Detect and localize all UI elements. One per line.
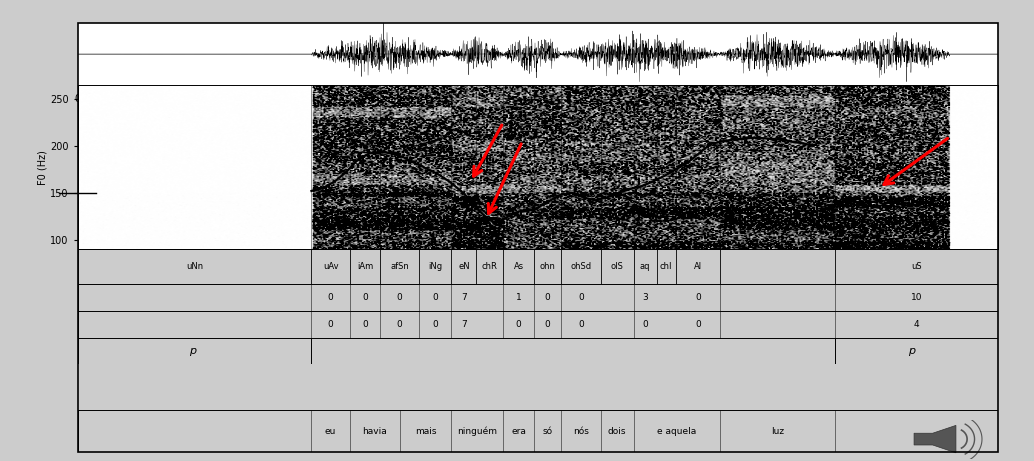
- Text: 0: 0: [578, 293, 583, 302]
- Text: ninguém: ninguém: [457, 426, 497, 436]
- Text: mais: mais: [415, 426, 436, 436]
- Text: 0: 0: [432, 320, 438, 329]
- Text: As: As: [514, 262, 523, 271]
- Y-axis label: F0 (Hz): F0 (Hz): [37, 150, 48, 184]
- Text: 0: 0: [544, 293, 550, 302]
- Text: uS: uS: [911, 262, 921, 271]
- Text: 0: 0: [362, 320, 368, 329]
- Text: 0: 0: [397, 293, 402, 302]
- Text: oIS: oIS: [611, 262, 624, 271]
- Text: p: p: [908, 346, 915, 356]
- Text: 0: 0: [328, 293, 334, 302]
- Text: Al: Al: [694, 262, 702, 271]
- Text: 7: 7: [461, 320, 466, 329]
- Text: uNn: uNn: [186, 262, 203, 271]
- Text: 7: 7: [461, 293, 466, 302]
- Polygon shape: [914, 426, 955, 453]
- Text: e aquela: e aquela: [657, 426, 696, 436]
- Text: ohSd: ohSd: [571, 262, 591, 271]
- Text: 0: 0: [516, 320, 521, 329]
- Text: 0: 0: [695, 293, 701, 302]
- Text: 10: 10: [911, 293, 922, 302]
- Text: uAv: uAv: [323, 262, 338, 271]
- Text: 1: 1: [516, 293, 521, 302]
- Text: chR: chR: [482, 262, 497, 271]
- Text: p: p: [189, 346, 196, 356]
- Text: 0: 0: [544, 320, 550, 329]
- Text: dois: dois: [608, 426, 627, 436]
- Text: havia: havia: [362, 426, 387, 436]
- Text: eN: eN: [458, 262, 469, 271]
- Text: 0: 0: [397, 320, 402, 329]
- Text: 0: 0: [578, 320, 583, 329]
- Text: luz: luz: [770, 426, 784, 436]
- Text: aq: aq: [640, 262, 650, 271]
- Text: 0: 0: [362, 293, 368, 302]
- Text: nós: nós: [573, 426, 588, 436]
- Text: era: era: [511, 426, 526, 436]
- Text: só: só: [542, 426, 552, 436]
- Text: 3: 3: [642, 293, 648, 302]
- Text: 0: 0: [642, 320, 648, 329]
- Text: chI: chI: [660, 262, 672, 271]
- Text: 0: 0: [432, 293, 438, 302]
- Text: 0: 0: [328, 320, 334, 329]
- Text: ohn: ohn: [540, 262, 555, 271]
- Text: iNg: iNg: [428, 262, 443, 271]
- Text: 4: 4: [913, 320, 919, 329]
- Text: afSn: afSn: [390, 262, 409, 271]
- Text: eu: eu: [325, 426, 336, 436]
- Text: iAm: iAm: [357, 262, 373, 271]
- Text: 0: 0: [695, 320, 701, 329]
